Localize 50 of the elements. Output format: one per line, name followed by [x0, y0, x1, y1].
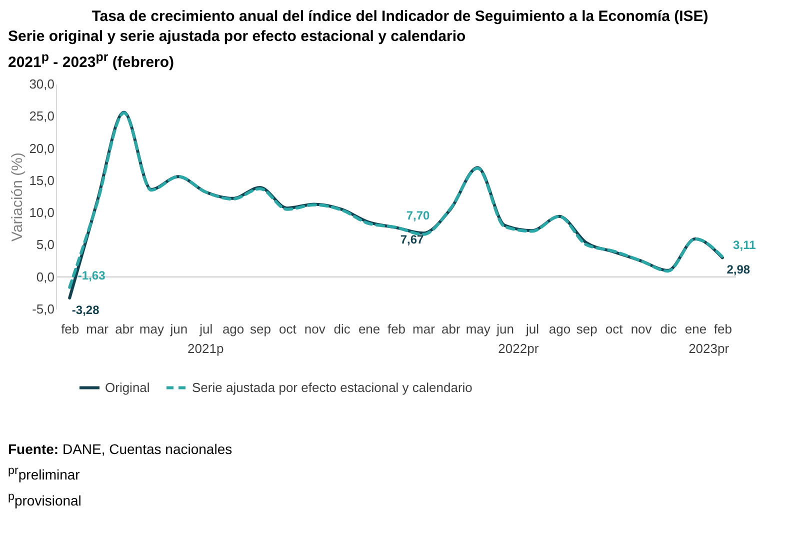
y-tick-label: 20,0 — [29, 140, 54, 156]
x-tick-label: jul — [198, 322, 213, 336]
data-label: -1,63 — [78, 268, 106, 282]
x-tick-label: ene — [684, 322, 707, 336]
text: 2022pr — [498, 341, 540, 356]
source-note: Fuente: DANE, Cuentas nacionales — [8, 440, 234, 459]
x-tick-label: feb — [387, 322, 406, 336]
x-tick-label: mar — [412, 322, 436, 336]
chart-subtitle: Serie original y serie ajustada por efecto estacional y calendario 2021$^{p}$ - 2023$^{pr}$ (febrero) — [8, 27, 467, 73]
text: 2023pr — [688, 341, 730, 356]
text: 2021p — [188, 341, 224, 356]
y-tick-label: 25,0 — [29, 108, 54, 124]
data-label: 2,98 — [726, 262, 750, 277]
x-tick-label: may — [139, 322, 164, 336]
x-tick-label: nov — [630, 322, 652, 336]
y-tick-label: 10,0 — [29, 205, 54, 220]
x-tick-label: abr — [442, 322, 461, 336]
x-tick-label: oct — [279, 322, 297, 336]
y-tick-label: 5,0 — [36, 237, 54, 252]
x-tick-label: ago — [222, 322, 244, 336]
x-tick-label: jun — [496, 322, 514, 336]
x-tick-label: ene — [358, 322, 380, 336]
x-tick-label: abr — [115, 322, 135, 336]
x-tick-label: may — [466, 322, 491, 336]
text: $^{pr}$preliminar — [8, 463, 81, 485]
x-tick-label: feb — [714, 322, 732, 336]
data-label: 7,67 — [400, 232, 424, 247]
x-tick-label: oct — [605, 322, 624, 336]
chart-title: Tasa de crecimiento anual del índice del Indicador de Seguimiento a la Economía (ISE) — [90, 8, 710, 25]
x-tick-label: sep — [576, 322, 598, 336]
data-label: 7,70 — [406, 208, 430, 222]
x-tick-label: dic — [660, 322, 678, 336]
x-tick-label: jun — [169, 322, 188, 336]
y-tick-label: 15,0 — [29, 172, 54, 188]
data-label: -3,28 — [72, 302, 100, 317]
legend-label: Serie ajustada por efecto estacional y calendario — [192, 380, 472, 395]
x-tick-label: mar — [86, 322, 110, 336]
data-label: 3,11 — [733, 238, 756, 252]
text: $^{p}$provisional — [8, 488, 82, 510]
legend-label: Original — [105, 380, 150, 395]
y-tick-label: -5,0 — [32, 302, 54, 316]
x-tick-label: jul — [524, 322, 540, 336]
x-tick-label: feb — [61, 322, 80, 336]
x-tick-label: sep — [250, 322, 271, 336]
y-tick-label: 0,0 — [36, 269, 54, 284]
x-tick-label: dic — [334, 322, 351, 336]
x-tick-label: nov — [304, 322, 326, 336]
y-tick-label: 30,0 — [29, 76, 54, 92]
y-axis-title: Variación (%) — [9, 152, 26, 242]
x-tick-label: ago — [548, 322, 571, 336]
